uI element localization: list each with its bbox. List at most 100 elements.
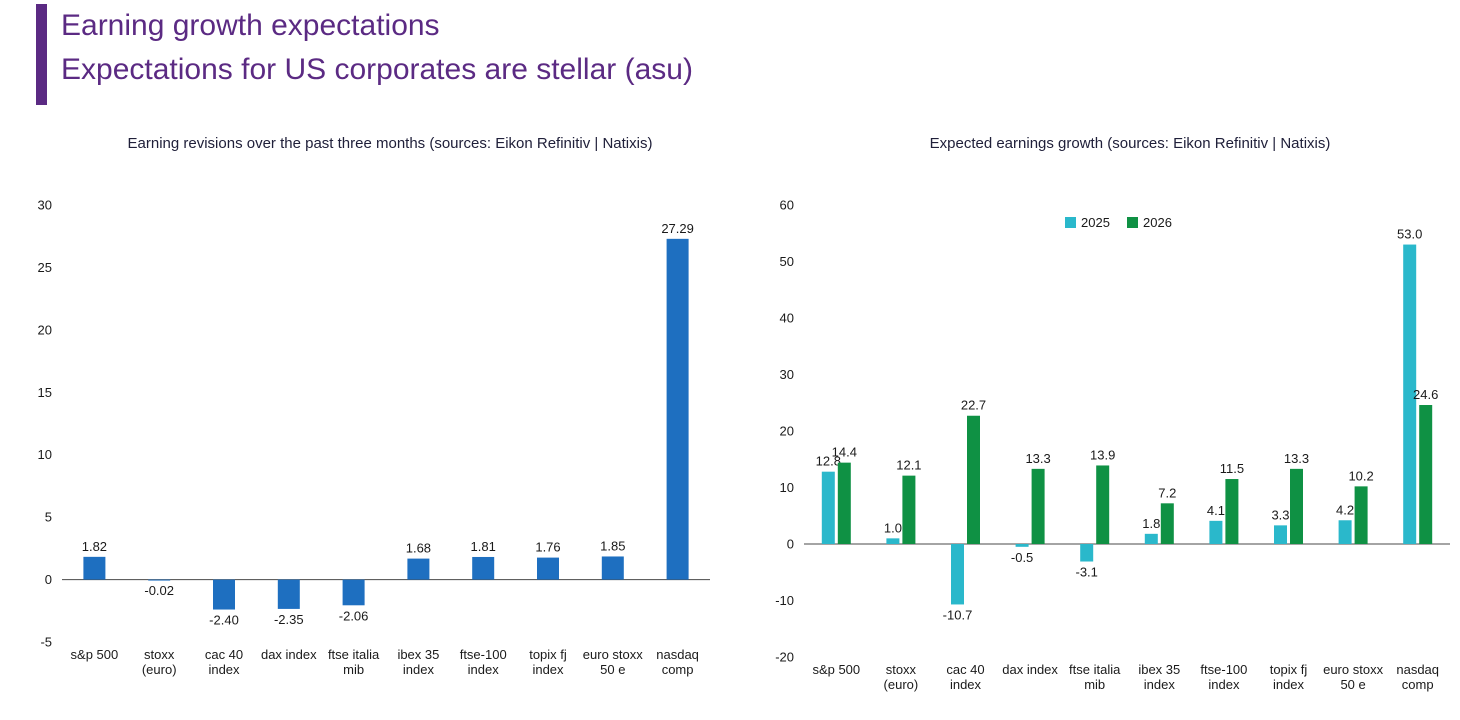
- bar-value-label: 1.82: [82, 539, 107, 554]
- y-axis-tick-label: 50: [780, 254, 794, 269]
- bar: [1080, 544, 1094, 562]
- x-axis-category-label: mib: [1084, 677, 1105, 692]
- bar-value-label: 3.3: [1271, 507, 1289, 522]
- bar-value-label: 1.8: [1142, 516, 1160, 531]
- x-axis-category-label: cac 40: [946, 662, 984, 677]
- bar: [1290, 468, 1303, 544]
- bar-value-label: 1.81: [471, 539, 496, 554]
- bar-value-label: 12.1: [896, 458, 921, 473]
- bar: [148, 579, 171, 581]
- bar: [837, 462, 851, 544]
- bar: [472, 556, 495, 580]
- bar: [1419, 405, 1433, 544]
- y-axis-tick-label: 5: [45, 510, 52, 525]
- chart-canvas: -20 -10 0 10 20 30 40 50 60 12.8 1.0 -10.7 -0.5 -3.1 1…: [775, 198, 1450, 692]
- bar: [1160, 503, 1174, 544]
- x-axis-category-label: euro stoxx: [1323, 662, 1383, 677]
- x-axis-category-label: index: [532, 662, 564, 677]
- x-axis-category-label: topix fj: [1270, 662, 1308, 677]
- x-axis-category-label: index: [1144, 677, 1176, 692]
- y-axis-tick-label: -20: [775, 650, 794, 665]
- page-title-line1: Earning growth expectations: [61, 9, 440, 42]
- bar-value-label: -2.40: [209, 613, 239, 628]
- bar-value-label: 1.85: [600, 538, 625, 553]
- bar-value-label: 7.2: [1158, 485, 1176, 500]
- x-axis-category-label: nasdaq: [656, 647, 699, 662]
- right-chart-expected-earnings-growth: -20 -10 0 10 20 30 40 50 60 12.8 1.0 -10.7 -0.5 -3.1 1…: [760, 185, 1460, 715]
- x-axis-category-label: ftse-100: [460, 647, 507, 662]
- bar-value-label: 12.8: [816, 454, 841, 469]
- bar-value-label: 13.9: [1090, 447, 1115, 462]
- x-axis-category-label: ftse italia: [328, 647, 380, 662]
- bar-value-label: -2.06: [339, 608, 369, 623]
- bar: [83, 556, 106, 580]
- bar: [537, 557, 559, 580]
- bar: [902, 475, 916, 544]
- y-axis-tick-label: 30: [780, 367, 794, 382]
- bar-value-label: -0.02: [144, 583, 174, 598]
- bar: [1225, 479, 1239, 544]
- bar-value-label: 22.7: [961, 398, 986, 413]
- x-axis-category-label: index: [468, 662, 500, 677]
- bar: [213, 579, 235, 610]
- x-axis-category-label: index: [1208, 677, 1240, 692]
- left-chart-earning-revisions: -5 0 5 10 15 20 25 30 1.82 -0.02 -2.40 -2.35 -2.06 1.…: [18, 185, 720, 700]
- y-axis-tick-label: 25: [38, 260, 52, 275]
- y-axis-tick-label: 30: [38, 198, 52, 213]
- y-axis-tick-label: 0: [45, 572, 52, 587]
- x-axis-category-label: ibex 35: [1138, 662, 1180, 677]
- legend-label: 2025: [1081, 215, 1110, 230]
- bar-value-label: 53.0: [1397, 227, 1422, 242]
- bar: [1096, 465, 1110, 544]
- x-axis-category-label: cac 40: [205, 647, 243, 662]
- x-axis-category-label: dax index: [261, 647, 317, 662]
- x-axis-category-label: index: [208, 662, 240, 677]
- bar: [342, 579, 365, 606]
- y-axis-tick-label: -5: [40, 635, 52, 650]
- x-axis-category-label: topix fj: [529, 647, 567, 662]
- x-axis-category-label: comp: [1402, 677, 1434, 692]
- x-axis-category-label: index: [950, 677, 982, 692]
- x-axis-category-label: stoxx: [144, 647, 175, 662]
- bar-value-label: -10.7: [943, 607, 973, 622]
- x-axis-category-label: 50 e: [600, 662, 625, 677]
- left-chart-title: Earning revisions over the past three mo…: [127, 135, 653, 152]
- bar-value-label: 4.2: [1336, 502, 1354, 517]
- x-axis-category-label: s&p 500: [812, 662, 860, 677]
- bar: [821, 471, 835, 544]
- bar: [407, 558, 430, 580]
- page-title: Earning growth expectations Expectations…: [61, 4, 693, 92]
- x-axis-category-label: ftse italia: [1069, 662, 1121, 677]
- right-chart-title: Expected earnings growth (sources: Eikon…: [929, 135, 1331, 152]
- y-axis-tick-label: 20: [38, 322, 52, 337]
- bar-value-label: 4.1: [1207, 503, 1225, 518]
- bar-value-label: 1.0: [884, 520, 902, 535]
- x-axis-category-label: s&p 500: [71, 647, 119, 662]
- bar-value-label: 24.6: [1413, 387, 1438, 402]
- y-axis-tick-label: 40: [780, 311, 794, 326]
- x-axis-category-label: (euro): [142, 662, 177, 677]
- bar-value-label: 14.4: [832, 445, 857, 460]
- bar: [1015, 544, 1029, 547]
- bar-value-label: -0.5: [1011, 550, 1033, 565]
- bar: [666, 238, 689, 580]
- bar-value-label: 1.76: [535, 540, 560, 555]
- y-axis-tick-label: 0: [787, 537, 794, 552]
- x-axis-category-label: 50 e: [1340, 677, 1365, 692]
- x-axis-category-label: nasdaq: [1396, 662, 1439, 677]
- x-axis-category-label: euro stoxx: [583, 647, 643, 662]
- legend-label: 2026: [1143, 215, 1172, 230]
- x-axis-category-label: (euro): [884, 677, 919, 692]
- x-axis-category-label: index: [403, 662, 435, 677]
- bar: [1144, 533, 1158, 544]
- bar: [1031, 468, 1045, 544]
- y-axis-tick-label: 10: [780, 480, 794, 495]
- accent-bar: [36, 4, 47, 105]
- bar: [1354, 486, 1368, 544]
- bar: [1274, 525, 1287, 544]
- x-axis-category-label: mib: [343, 662, 364, 677]
- x-axis-category-label: stoxx: [886, 662, 917, 677]
- bar: [277, 579, 300, 609]
- bar: [1403, 244, 1417, 545]
- bar-value-label: 1.68: [406, 541, 431, 556]
